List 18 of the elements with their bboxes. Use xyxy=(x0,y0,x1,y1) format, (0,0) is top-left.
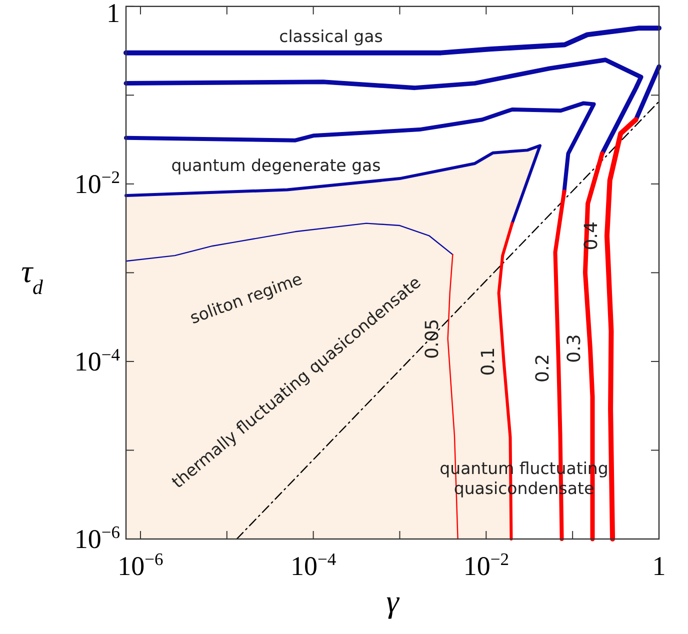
y-axis-title: τ$_{d}$ xyxy=(21,253,44,298)
text: 0.2 xyxy=(532,354,554,383)
y-tick-label: 10$^{−2}$ xyxy=(74,166,120,199)
annotation: quantum degenerate gas xyxy=(171,156,381,175)
y-tick-label: 10$^{−4}$ xyxy=(74,344,120,376)
series-label: 0.1 xyxy=(478,347,499,376)
x-tick-label: 1 xyxy=(652,551,666,581)
annotation: classical gas xyxy=(279,27,383,46)
annotation: soliton regime xyxy=(187,269,305,328)
y-tick-label: 1 xyxy=(106,0,120,28)
x-tick-label: 10$^{−2}$ xyxy=(463,549,509,581)
x-tick-label: 10$^{−6}$ xyxy=(118,549,164,581)
text: 0.3 xyxy=(564,334,586,363)
y-tick-label: 10$^{−6}$ xyxy=(74,522,120,554)
x-axis-title: γ xyxy=(386,583,400,619)
text: 0.4 xyxy=(580,222,602,250)
text: 0.05 xyxy=(422,318,443,359)
x-tick-label: 10$^{−4}$ xyxy=(290,549,336,581)
